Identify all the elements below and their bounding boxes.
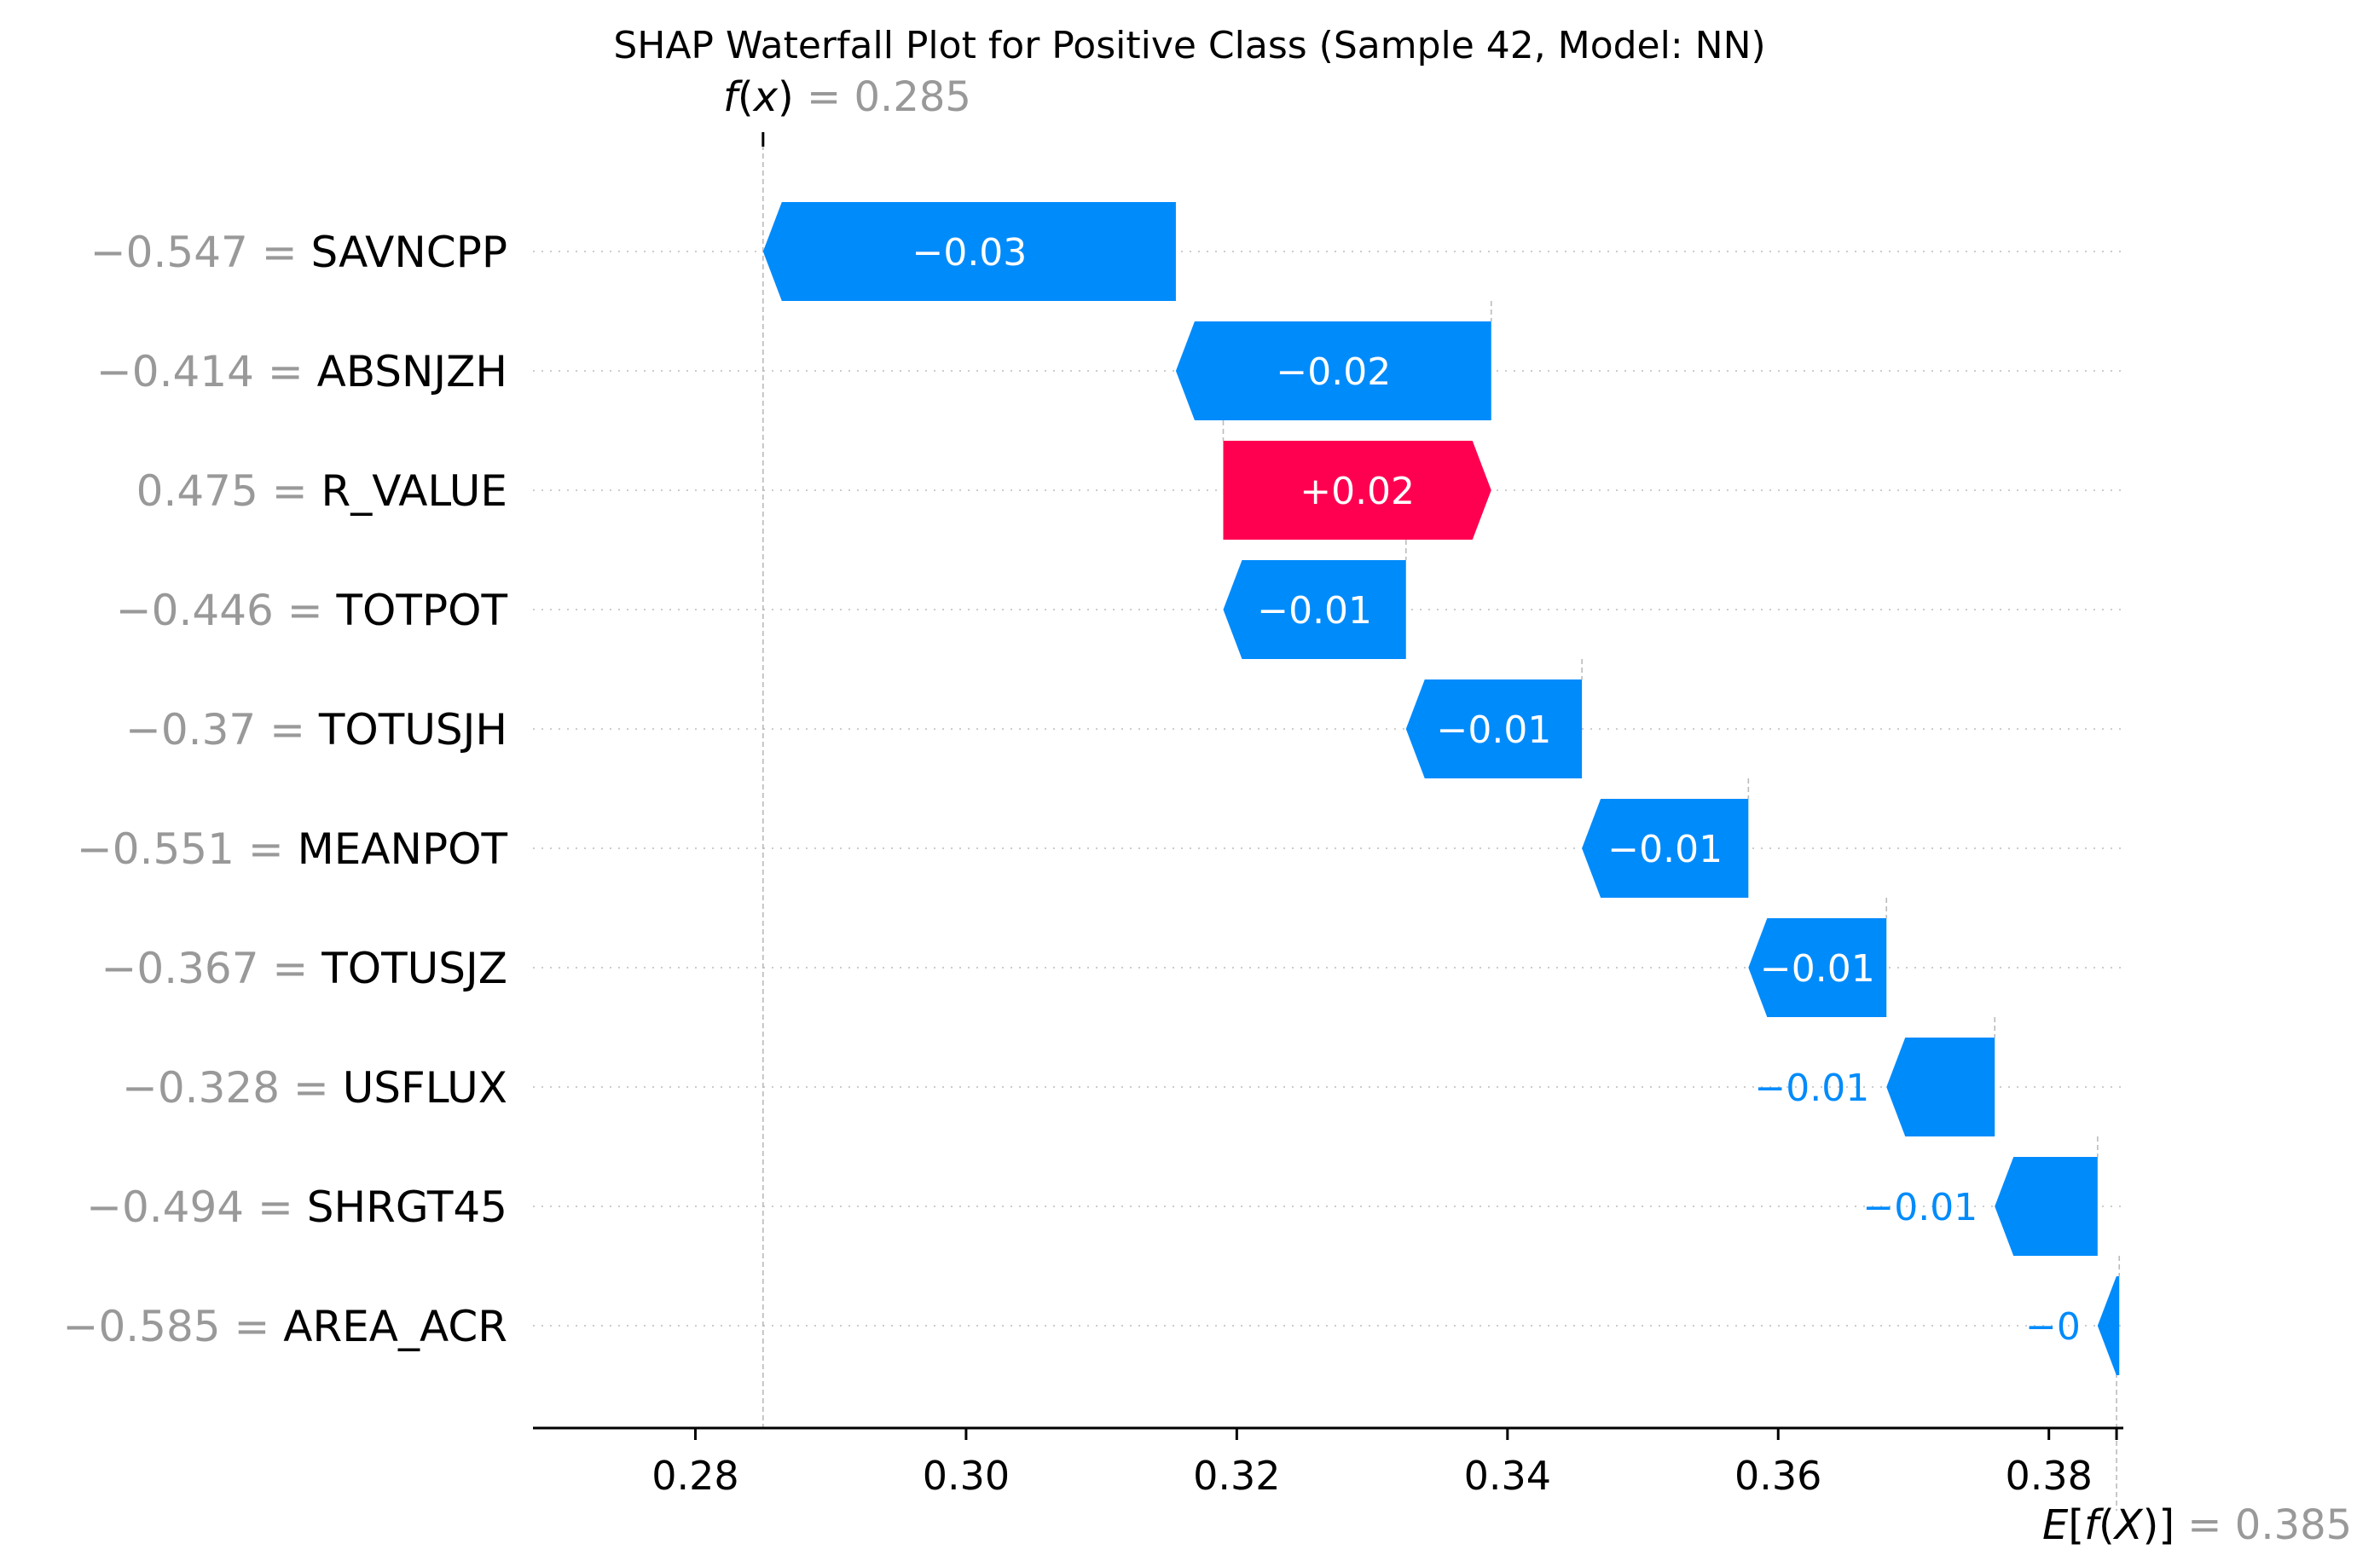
bar-usflux [1886, 1038, 1995, 1136]
bar-value-label: −0.01 [1754, 1067, 1869, 1110]
feature-value: 0.475 = [136, 466, 321, 516]
feature-value: −0.446 = [116, 586, 337, 635]
feature-name: R_VALUE [321, 466, 507, 516]
feature-value: −0.551 = [77, 824, 298, 874]
feature-name: SHRGT45 [307, 1182, 507, 1232]
bar-totpot [1223, 560, 1406, 659]
feature-label: 0.475 = R_VALUE [136, 466, 507, 516]
feature-label: −0.328 = USFLUX [122, 1063, 507, 1113]
bar-value-label: −0.01 [1607, 828, 1723, 871]
bars: −0.03 −0.02 +0.02 −0.01 −0.01 −0.01 −0.01 −0.01… [762, 202, 2120, 1375]
feature-value: −0.414 = [96, 347, 317, 396]
feature-label: −0.367 = TOTUSJZ [101, 944, 508, 993]
feature-value: −0.367 = [101, 944, 322, 993]
bar-value-label: −0.01 [1862, 1186, 1978, 1229]
x-tick-label: 0.38 [2005, 1453, 2092, 1499]
bar-absnjzh [1175, 321, 1491, 420]
feature-value: −0.547 = [90, 228, 311, 277]
annotations: f(x) = 0.285 E[f(X)] = 0.385 [723, 73, 2352, 1549]
feature-label: −0.551 = MEANPOT [77, 824, 508, 874]
bar-value-label: −0 [2025, 1305, 2081, 1349]
bar-value-label: +0.02 [1300, 470, 1415, 513]
bar-r_value [1223, 441, 1491, 540]
bar-meanpot [1582, 799, 1749, 898]
feature-name: MEANPOT [298, 824, 508, 874]
feature-value: −0.585 = [63, 1302, 284, 1351]
x-tick-label: 0.36 [1734, 1453, 1821, 1499]
feature-label: −0.446 = TOTPOT [116, 586, 508, 635]
feature-value: −0.328 = [122, 1063, 343, 1113]
fx-annotation: f(x) = 0.285 [723, 73, 971, 121]
bar-totusjz [1748, 918, 1887, 1017]
feature-name: TOTUSJH [318, 705, 507, 755]
bar-value-label: −0.01 [1760, 947, 1875, 991]
x-axis: 0.28 0.30 0.32 0.34 0.36 0.38 [533, 1426, 2123, 1499]
x-tick-label: 0.32 [1193, 1453, 1280, 1499]
feature-name: TOTPOT [336, 586, 508, 635]
feature-value: −0.37 = [125, 705, 319, 755]
feature-value: −0.494 = [86, 1182, 307, 1232]
feature-label: −0.547 = SAVNCPP [90, 228, 507, 277]
feature-name: ABSNJZH [317, 347, 507, 396]
feature-label: −0.494 = SHRGT45 [86, 1182, 507, 1232]
feature-name: AREA_ACR [283, 1302, 507, 1351]
bar-totusjh [1405, 679, 1583, 778]
base-annotation: E[f(X)] = 0.385 [2042, 1501, 2352, 1549]
bar-value-label: −0.02 [1276, 350, 1391, 394]
x-tick-label: 0.28 [651, 1453, 738, 1499]
feature-label: −0.37 = TOTUSJH [125, 705, 507, 755]
feature-name: SAVNCPP [311, 228, 508, 277]
bar-savncpp [762, 202, 1176, 301]
feature-name: USFLUX [343, 1063, 507, 1113]
bar-value-label: −0.01 [1437, 708, 1552, 752]
bar-value-label: −0.03 [912, 231, 1027, 275]
bar-area_acr [2097, 1276, 2120, 1375]
bar-shrgt45 [1995, 1157, 2098, 1256]
feature-labels: −0.547 = SAVNCPP −0.414 = ABSNJZH 0.475 = … [63, 228, 508, 1351]
feature-label: −0.585 = AREA_ACR [63, 1302, 507, 1351]
x-tick-label: 0.34 [1464, 1453, 1551, 1499]
feature-name: TOTUSJZ [321, 944, 507, 993]
x-tick-label: 0.30 [923, 1453, 1010, 1499]
bar-value-label: −0.01 [1257, 589, 1372, 633]
feature-label: −0.414 = ABSNJZH [96, 347, 507, 396]
chart-title: SHAP Waterfall Plot for Positive Class (… [613, 24, 1765, 67]
